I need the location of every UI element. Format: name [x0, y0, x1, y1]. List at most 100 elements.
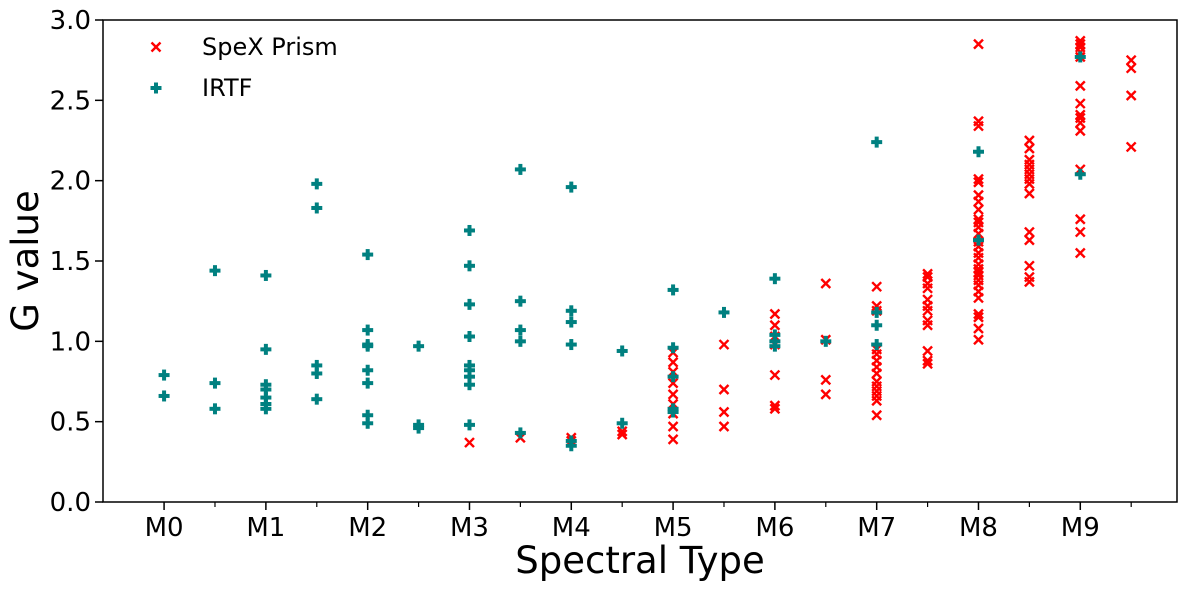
spex-prism-point [667, 421, 679, 432]
spex-prism-point [718, 421, 730, 432]
irtf-point [463, 298, 475, 310]
spex-prism-point [973, 323, 984, 334]
spex-prism-point [871, 300, 883, 312]
irtf-point [820, 335, 832, 347]
plot-frame [102, 19, 1178, 503]
x-tick-label: M9 [1061, 513, 1100, 543]
spex-prism-point [973, 38, 984, 50]
spex-prism-point [973, 189, 984, 201]
spex-prism-point [718, 384, 730, 395]
spex-prism-point [871, 409, 883, 421]
irtf-point [565, 316, 577, 328]
ticks [95, 19, 1132, 510]
irtf-point [362, 377, 374, 389]
spex-prism-point [973, 173, 984, 185]
irtf-point [311, 393, 323, 405]
irtf-point [667, 371, 679, 383]
legend-entry-spex-prism: SpeX Prism [150, 33, 338, 61]
spex-prism-point [616, 425, 628, 437]
spex-prism-point [973, 266, 984, 278]
irtf-point [362, 409, 374, 421]
irtf-point [514, 295, 526, 307]
spex-prism-point [973, 176, 984, 188]
irtf-point [209, 377, 221, 389]
spex-prism-point [1074, 98, 1086, 109]
irtf-point [260, 343, 272, 355]
irtf-point [769, 273, 781, 285]
x-tick-label: M5 [654, 513, 693, 543]
plus-marker [150, 82, 162, 94]
y-tick-label: 1.0 [50, 327, 91, 357]
irtf-point [871, 319, 883, 331]
irtf-point [514, 427, 526, 439]
irtf-point [972, 234, 984, 246]
irtf-point [413, 419, 425, 431]
irtf-point [209, 265, 221, 277]
irtf-point [565, 435, 577, 447]
spex-prism-point [1074, 35, 1086, 47]
spex-prism-point [667, 433, 679, 445]
irtf-point [565, 305, 577, 317]
legend-label-spex-prism: SpeX Prism [202, 33, 338, 61]
irtf-point [667, 403, 679, 415]
irtf-point [463, 331, 475, 343]
irtf-point [158, 390, 170, 402]
spex-prism-point [1074, 109, 1086, 121]
irtf-point [158, 369, 170, 381]
x-tick-label: M0 [145, 513, 184, 543]
spex-prism-point [922, 355, 933, 366]
x-tick-label: M6 [755, 513, 794, 543]
spex-prism-point [871, 376, 883, 387]
irtf-point [362, 249, 374, 261]
spex-prism-point [973, 308, 984, 320]
irtf-point [616, 345, 628, 357]
y-tick-label: 0.0 [50, 488, 91, 518]
spex-prism-point [922, 358, 933, 370]
irtf-point [871, 339, 883, 351]
spex-prism-point [922, 315, 933, 326]
irtf-point [1074, 51, 1086, 63]
spex-prism-point [1024, 188, 1035, 199]
spex-prism-point [1125, 90, 1137, 101]
spex-prism-point [820, 389, 832, 400]
irtf-point [362, 364, 374, 376]
legend-label-irtf: IRTF [202, 74, 252, 102]
irtf-point [463, 260, 475, 272]
irtf-point [718, 306, 730, 318]
x-tick-label: M1 [246, 513, 285, 543]
spex-prism-point [667, 389, 679, 400]
series-spex-prism [464, 35, 1137, 448]
spex-prism-point [464, 437, 475, 448]
spex-prism-point [1024, 135, 1035, 146]
spex-prism-point [922, 345, 933, 357]
irtf-point [311, 359, 323, 371]
spex-prism-point [1024, 260, 1035, 272]
irtf-point [871, 306, 883, 318]
x-tick-label: M4 [552, 513, 591, 543]
y-tick-label: 1.5 [50, 247, 91, 277]
spex-prism-point [769, 319, 781, 331]
spex-prism-point [1024, 234, 1035, 246]
spex-prism-point [973, 311, 984, 323]
spex-prism-point [1024, 154, 1035, 166]
spex-prism-point [973, 204, 984, 215]
legend-marker-x-icon [150, 41, 162, 53]
spex-prism-point [616, 429, 628, 440]
spex-prism-point [769, 369, 781, 381]
spex-prism-point [1074, 226, 1086, 238]
irtf-point [209, 403, 221, 415]
spex-prism-point [973, 213, 984, 225]
spex-prism-point [1074, 112, 1086, 124]
irtf-point [362, 324, 374, 336]
tick-labels: M0 M1 M2 M3 M4 M5 M6 M7 M8 M9 0.0 0.5 1.0 1.5 2.0 2.5 3.… [50, 6, 1100, 543]
legend-marker-plus-icon [150, 82, 162, 94]
spex-prism-point [1125, 62, 1137, 74]
spex-prism-point [922, 268, 933, 280]
spex-prism-point [1024, 143, 1035, 154]
spex-prism-point [1074, 125, 1086, 137]
y-tick-label: 0.5 [50, 408, 91, 438]
spex-prism-point [1074, 213, 1086, 225]
spex-prism-point [973, 115, 984, 127]
spex-prism-point [769, 308, 781, 320]
irtf-point [311, 178, 323, 190]
